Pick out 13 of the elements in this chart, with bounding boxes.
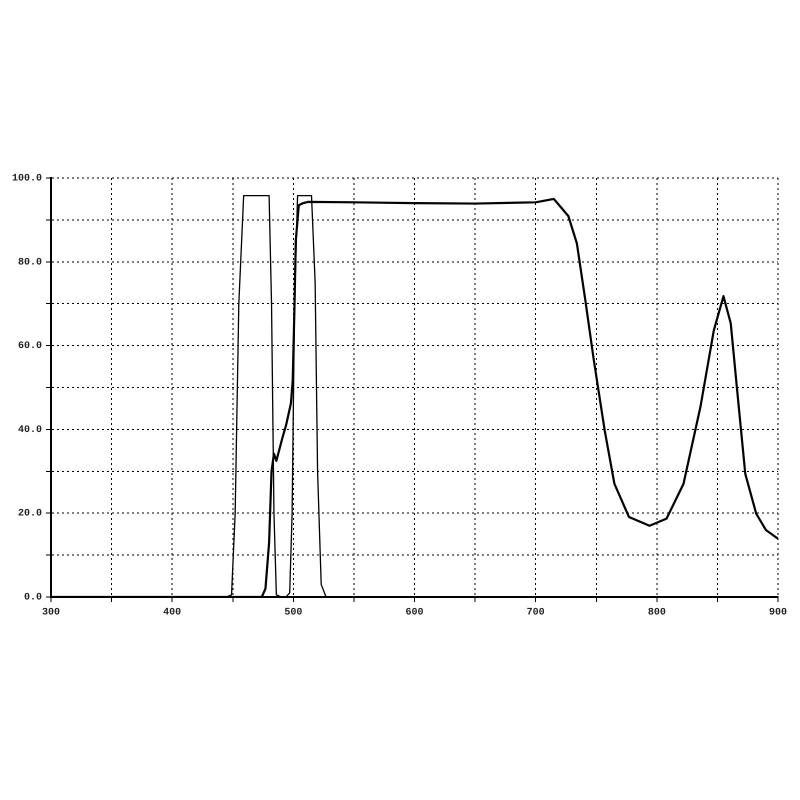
x-tick-label: 900 bbox=[768, 608, 788, 619]
x-tick-label: 700 bbox=[526, 608, 545, 619]
x-tick-label: 500 bbox=[284, 608, 302, 619]
y-tick-label: 60.0 bbox=[18, 341, 42, 352]
x-tick-label: 800 bbox=[648, 608, 666, 619]
y-tick-label: 20.0 bbox=[18, 508, 42, 520]
y-tick-label: 0.0 bbox=[24, 592, 42, 604]
x-tick-label: 400 bbox=[163, 608, 182, 619]
x-tick-label: 300 bbox=[42, 608, 60, 619]
y-tick-label: 40.0 bbox=[18, 424, 42, 436]
y-tick-label: 100.0 bbox=[12, 174, 42, 185]
y-tick-label: 80.0 bbox=[18, 257, 42, 268]
x-tick-label: 600 bbox=[405, 608, 424, 619]
